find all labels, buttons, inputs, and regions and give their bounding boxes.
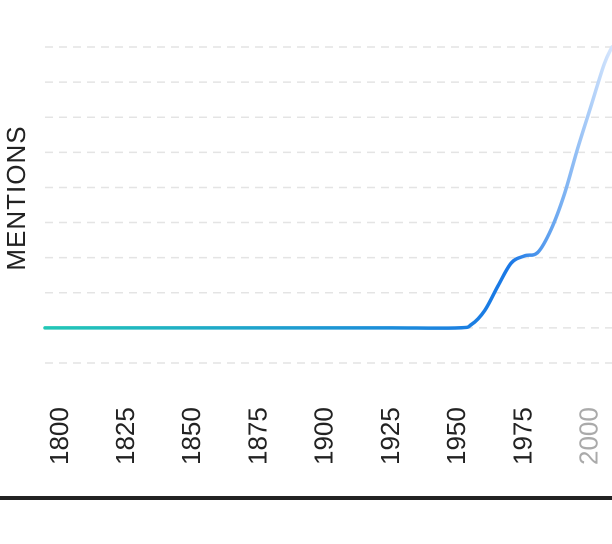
- x-tick-label: 1950: [441, 407, 471, 465]
- y-axis-label: MENTIONS: [1, 125, 31, 270]
- x-tick-label: 1875: [242, 407, 272, 465]
- x-tick-label: 2000: [574, 407, 604, 465]
- bottom-bar: [0, 496, 612, 500]
- x-tick-label: 1975: [507, 407, 537, 465]
- x-tick-label: 1850: [176, 407, 206, 465]
- data-line: [43, 45, 612, 330]
- x-tick-label: 1925: [375, 407, 405, 465]
- x-tick-label: 1800: [44, 407, 74, 465]
- x-tick-label: 1900: [309, 407, 339, 465]
- x-tick-label: 1825: [110, 407, 140, 465]
